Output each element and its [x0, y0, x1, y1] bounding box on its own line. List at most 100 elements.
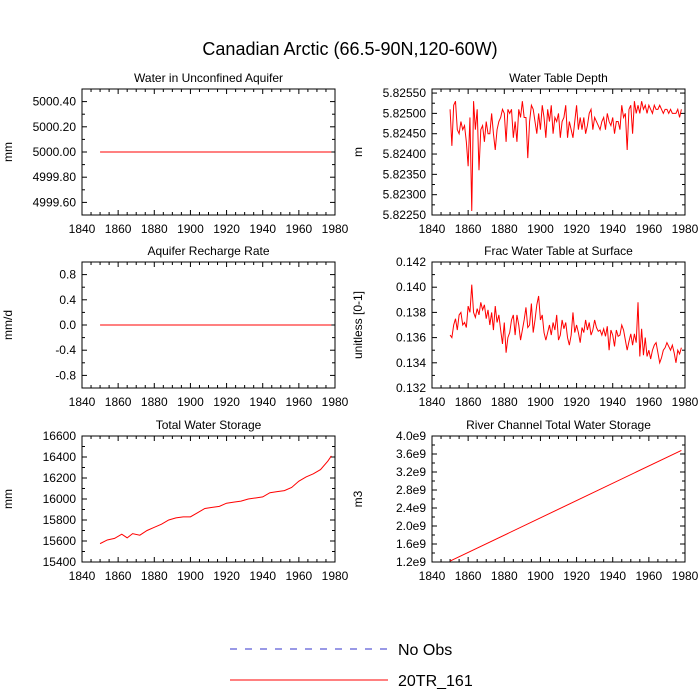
legend: No Obs 20TR_161 [230, 642, 473, 690]
y-axis-label: m [351, 147, 365, 157]
y-tick-label: -0.4 [55, 343, 76, 357]
y-tick-label: 5.82500 [383, 106, 427, 120]
panel-title: Water in Unconfined Aquifer [134, 71, 283, 85]
y-tick-label: 1.6e9 [396, 537, 426, 551]
figure-title: Canadian Arctic (66.5-90N,120-60W) [202, 39, 497, 59]
x-tick-label: 1880 [141, 222, 168, 236]
panel-3: Aquifer Recharge Rate mm/d 1840 1860 1880 190… [1, 244, 349, 409]
y-tick-label: 0.140 [396, 280, 426, 294]
y-tick-label: 16400 [43, 450, 77, 464]
x-tick-label: 1960 [636, 395, 663, 409]
y-tick-label: 4999.80 [33, 170, 77, 184]
x-tick-label: 1940 [249, 222, 276, 236]
series-line-20tr-161 [449, 100, 682, 211]
x-tick-label: 1920 [213, 222, 240, 236]
x-tick-label: 1920 [563, 395, 590, 409]
y-tick-label: 5.82450 [383, 127, 427, 141]
x-tick-label: 1900 [177, 395, 204, 409]
x-tick-label: 1960 [286, 222, 313, 236]
y-tick-label: 5.82550 [383, 86, 427, 100]
x-tick-label: 1860 [105, 569, 132, 583]
y-tick-label: 15400 [43, 555, 77, 569]
panel-title: River Channel Total Water Storage [466, 418, 651, 432]
series-line-20tr-161 [449, 449, 682, 562]
y-tick-label: 16000 [43, 492, 77, 506]
x-tick-label: 1960 [286, 395, 313, 409]
x-tick-label: 1940 [599, 395, 626, 409]
x-tick-label: 1860 [105, 395, 132, 409]
y-tick-label: 5.82400 [383, 147, 427, 161]
x-tick-label: 1880 [491, 395, 518, 409]
y-tick-label: 4999.60 [33, 195, 77, 209]
x-tick-label: 1900 [527, 222, 554, 236]
x-tick-label: 1860 [455, 222, 482, 236]
legend-label-no-obs: No Obs [398, 642, 452, 659]
x-tick-label: 1960 [286, 569, 313, 583]
series-line-20tr-161 [99, 455, 332, 545]
x-tick-label: 1840 [69, 222, 96, 236]
series-line-20tr-161 [449, 284, 682, 365]
y-axis-label: mm [1, 142, 15, 162]
y-tick-label: 0.138 [396, 305, 426, 319]
x-tick-label: 1860 [455, 569, 482, 583]
y-tick-label: 2.4e9 [396, 501, 426, 515]
panel-title: Water Table Depth [509, 71, 608, 85]
y-tick-label: 0.0 [59, 318, 76, 332]
y-tick-label: 0.136 [396, 331, 426, 345]
y-axis-label: m3 [351, 490, 365, 507]
panel-2: Water Table Depth m 1840 1860 1880 1900 1920 19… [351, 71, 699, 236]
x-tick-label: 1940 [599, 569, 626, 583]
x-tick-label: 1980 [322, 395, 349, 409]
x-tick-label: 1920 [213, 569, 240, 583]
x-tick-label: 1840 [419, 222, 446, 236]
y-tick-label: 0.142 [396, 255, 426, 269]
x-tick-label: 1960 [636, 569, 663, 583]
y-tick-label: 16200 [43, 471, 77, 485]
x-tick-label: 1980 [672, 222, 699, 236]
y-axis-label: mm [1, 489, 15, 509]
x-tick-label: 1840 [69, 395, 96, 409]
y-tick-label: 1.2e9 [396, 555, 426, 569]
x-tick-label: 1940 [249, 569, 276, 583]
x-tick-label: 1900 [527, 395, 554, 409]
y-tick-label: 0.4 [59, 293, 76, 307]
y-tick-label: -0.8 [55, 368, 76, 382]
x-tick-label: 1860 [105, 222, 132, 236]
plot-frame [431, 435, 686, 563]
x-tick-label: 1900 [527, 569, 554, 583]
x-tick-label: 1840 [419, 395, 446, 409]
y-tick-label: 3.6e9 [396, 447, 426, 461]
x-tick-label: 1840 [419, 569, 446, 583]
x-tick-label: 1880 [491, 569, 518, 583]
x-tick-label: 1920 [213, 395, 240, 409]
plot-frame [431, 261, 686, 389]
y-tick-label: 16600 [43, 429, 77, 443]
x-tick-label: 1940 [599, 222, 626, 236]
y-tick-label: 0.134 [396, 356, 426, 370]
panel-1: Water in Unconfined Aquifer mm 1840 1860 188… [1, 71, 349, 236]
panel-title: Frac Water Table at Surface [484, 244, 633, 258]
panels: Water in Unconfined Aquifer mm 1840 1860 188… [1, 71, 699, 583]
y-tick-label: 5000.20 [33, 120, 77, 134]
x-tick-label: 1960 [636, 222, 663, 236]
y-tick-label: 5000.00 [33, 145, 77, 159]
x-tick-label: 1900 [177, 569, 204, 583]
y-tick-label: 5.82250 [383, 208, 427, 222]
panel-title: Total Water Storage [156, 418, 262, 432]
plot-frame [431, 88, 686, 216]
x-tick-label: 1940 [249, 395, 276, 409]
x-tick-label: 1880 [141, 395, 168, 409]
x-tick-label: 1980 [322, 222, 349, 236]
x-tick-label: 1880 [491, 222, 518, 236]
y-tick-label: 5.82350 [383, 167, 427, 181]
y-tick-label: 5.82300 [383, 188, 427, 202]
x-tick-label: 1860 [455, 395, 482, 409]
panel-4: Frac Water Table at Surface unitless [0-1… [351, 244, 699, 409]
y-tick-label: 0.132 [396, 381, 426, 395]
y-tick-label: 15600 [43, 534, 77, 548]
legend-label-20tr-161: 20TR_161 [398, 673, 473, 690]
y-tick-label: 0.8 [59, 268, 76, 282]
panel-title: Aquifer Recharge Rate [147, 244, 269, 258]
x-tick-label: 1840 [69, 569, 96, 583]
